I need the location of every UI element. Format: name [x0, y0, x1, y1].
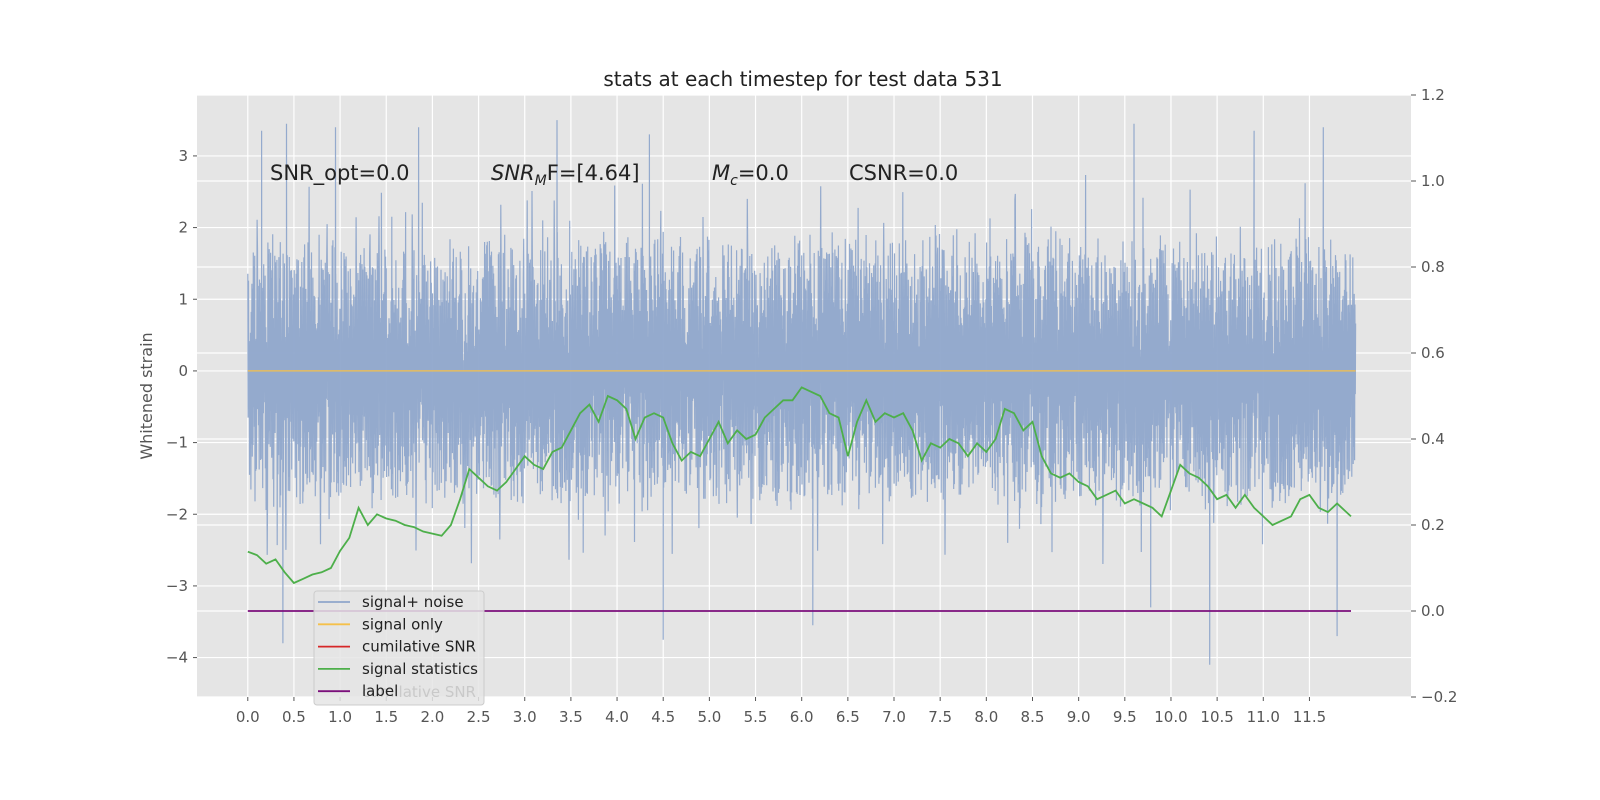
y2-tick-label: 0.0 [1421, 602, 1445, 620]
annotation-snr-opt: SNR_opt=0.0 [270, 161, 410, 186]
y2-tick-label: 0.8 [1421, 258, 1445, 276]
legend-hidden-text: cumilative SNR [362, 683, 476, 701]
y2-tick-label: 0.2 [1421, 516, 1445, 534]
y2-tick-label: 0.4 [1421, 430, 1445, 448]
legend-label: signal statistics [362, 660, 478, 678]
legend: cumilative SNR signal+ noise signal only c… [313, 590, 485, 706]
y2-tick-label: 1.2 [1421, 86, 1445, 104]
legend-box [313, 590, 485, 706]
y2-ticks: 1.2 1.0 0.8 0.6 0.4 0.2 0.0 −0.2 [1411, 86, 1457, 706]
x-tick-label: 1.5 [374, 708, 398, 726]
series-signal-statistics [247, 386, 1352, 585]
x-tick-label: 0.5 [282, 708, 306, 726]
x-tick-label: 7.0 [882, 708, 906, 726]
x-tick-label: 10.0 [1154, 708, 1187, 726]
legend-label: signal+ noise [362, 593, 464, 611]
series-layer [247, 120, 1357, 665]
y2-tick-label: 1.0 [1421, 172, 1445, 190]
y-tick-label: 0 [178, 362, 188, 380]
x-tick-label: 1.0 [328, 708, 352, 726]
y-ticks: 3 2 1 0 −1 −2 −3 −4 [166, 147, 197, 667]
snr-mf-rest: F=[4.64] [547, 161, 640, 185]
x-tick-label: 9.5 [1113, 708, 1137, 726]
y-tick-label: 3 [178, 147, 188, 165]
mc-base: M [712, 161, 730, 185]
chart-title: stats at each timestep for test data 531 [603, 67, 1002, 91]
x-tick-label: 0.0 [236, 708, 260, 726]
x-tick-label: 6.5 [836, 708, 860, 726]
legend-label: cumilative SNR [362, 638, 476, 656]
annotations: SNR_opt=0.0 SNRMF=[4.64] Mc=0.0 CSNR=0.0 [270, 161, 958, 189]
legend-label: signal only [362, 615, 443, 633]
y-tick-label: −2 [166, 505, 188, 523]
series-signal-noise [247, 120, 1357, 665]
x-tick-label: 5.0 [697, 708, 721, 726]
y-axis-label: Whitened strain [137, 332, 156, 459]
x-tick-label: 4.0 [605, 708, 629, 726]
y-tick-label: 1 [178, 290, 188, 308]
x-tick-label: 8.0 [974, 708, 998, 726]
snr-mf-base: SNR [491, 161, 535, 185]
x-tick-label: 4.5 [651, 708, 675, 726]
annotation-csnr: CSNR=0.0 [849, 161, 958, 185]
x-tick-label: 11.5 [1293, 708, 1326, 726]
annotation-mc: Mc=0.0 [712, 161, 789, 189]
x-tick-label: 9.0 [1067, 708, 1091, 726]
legend-label: label [362, 682, 398, 700]
x-tick-label: 2.5 [467, 708, 491, 726]
legend-entries: signal+ noise signal only cumilative SNR si… [318, 593, 478, 700]
annotation-snr-mf: SNRMF=[4.64] [491, 161, 640, 189]
y-tick-label: −1 [166, 434, 188, 452]
y-tick-label: −4 [166, 649, 188, 667]
x-tick-label: 3.0 [513, 708, 537, 726]
x-tick-label: 6.0 [790, 708, 814, 726]
y2-tick-label: −0.2 [1421, 688, 1457, 706]
y-tick-label: 2 [178, 219, 188, 237]
x-tick-label: 11.0 [1247, 708, 1280, 726]
x-tick-label: 2.0 [420, 708, 444, 726]
x-tick-label: 10.5 [1200, 708, 1233, 726]
x-ticks: 0.0 0.5 1.0 1.5 2.0 2.5 3.0 3.5 4.0 4.5 5.0 5.5 6.0 6… [236, 697, 1326, 726]
snr-mf-sub: M [535, 173, 547, 189]
x-tick-label: 5.5 [744, 708, 768, 726]
mc-sub: c [730, 173, 738, 189]
mc-rest: =0.0 [738, 161, 789, 185]
y2-tick-label: 0.6 [1421, 344, 1445, 362]
x-tick-label: 8.5 [1021, 708, 1045, 726]
y-tick-label: −3 [166, 577, 188, 595]
x-tick-label: 3.5 [559, 708, 583, 726]
x-tick-label: 7.5 [928, 708, 952, 726]
